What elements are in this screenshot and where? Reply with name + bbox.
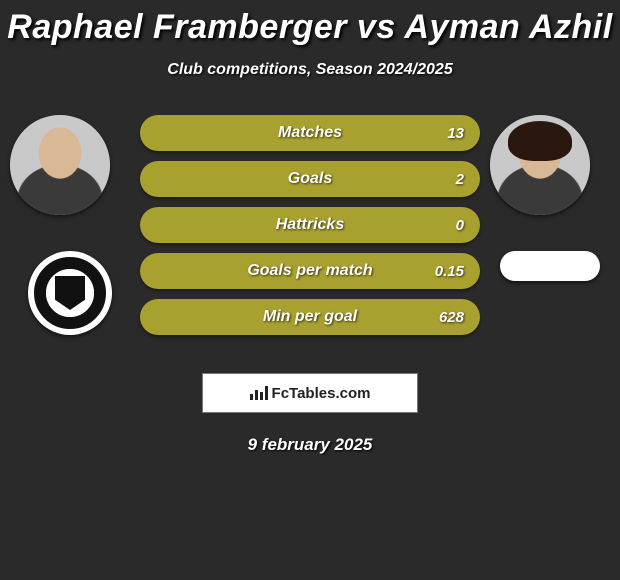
stat-value: 0 <box>456 217 464 234</box>
stat-bar-matches: Matches 13 <box>140 115 480 151</box>
bar-chart-icon <box>250 386 268 400</box>
date-label: 9 february 2025 <box>0 435 620 455</box>
watermark-text: FcTables.com <box>272 385 371 402</box>
stat-label: Goals per match <box>247 262 372 280</box>
stat-value: 13 <box>447 125 464 142</box>
stat-bars: Matches 13 Goals 2 Hattricks 0 Goals per… <box>140 115 480 345</box>
watermark: FcTables.com <box>202 373 418 413</box>
stat-value: 0.15 <box>435 263 464 280</box>
avatar-placeholder-icon <box>10 115 110 215</box>
comparison-panel: Matches 13 Goals 2 Hattricks 0 Goals per… <box>0 115 620 355</box>
stat-bar-min-per-goal: Min per goal 628 <box>140 299 480 335</box>
player-left-avatar <box>10 115 110 215</box>
stat-bar-hattricks: Hattricks 0 <box>140 207 480 243</box>
stat-label: Hattricks <box>276 216 344 234</box>
stat-bar-goals: Goals 2 <box>140 161 480 197</box>
player-right-club-badge <box>500 251 600 281</box>
avatar-placeholder-icon <box>490 115 590 215</box>
stat-label: Goals <box>288 170 332 188</box>
page-title: Raphael Framberger vs Ayman Azhil <box>0 0 620 47</box>
stat-value: 628 <box>439 309 464 326</box>
player-left-club-badge <box>28 251 112 335</box>
player-right-avatar <box>490 115 590 215</box>
stat-label: Matches <box>278 124 342 142</box>
stat-bar-goals-per-match: Goals per match 0.15 <box>140 253 480 289</box>
subtitle: Club competitions, Season 2024/2025 <box>0 61 620 79</box>
stat-label: Min per goal <box>263 308 357 326</box>
stat-value: 2 <box>456 171 464 188</box>
